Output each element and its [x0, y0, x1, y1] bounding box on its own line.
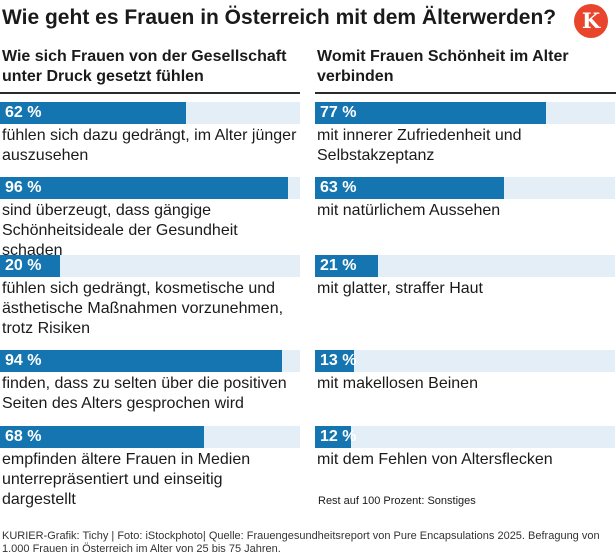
bar-fill [315, 177, 504, 199]
bar-fill [315, 255, 378, 277]
bar-category-label: fühlen sich dazu gedrängt, im Alter jüng… [2, 127, 297, 164]
bar-value-label: 21 % [320, 257, 357, 274]
bar-category-label: mit makellosen Beinen [317, 375, 478, 392]
chart-title: Wie geht es Frauen in Österreich mit dem… [2, 6, 557, 29]
bar-track: 94 % [0, 350, 300, 372]
bar-value-label: 94 % [5, 352, 42, 369]
bar-track: 63 % [315, 177, 615, 199]
bar-fill [0, 350, 282, 372]
bar-category-label: fühlen sich gedrängt, kosmetische und äs… [2, 280, 284, 337]
bar-track: 20 % [0, 255, 300, 277]
right-item: 13 % mit makellosen Beinen [315, 350, 615, 394]
source-credit: KURIER-Grafik: Tichy | Foto: iStockphoto… [2, 530, 600, 555]
right-item: 21 % mit glatter, straffer Haut [315, 255, 615, 299]
right-divider [315, 92, 616, 94]
bar-category-label: mit innerer Zufriedenheit und Selbstakze… [317, 127, 522, 164]
left-divider [0, 92, 300, 94]
bar-category-label: mit dem Fehlen von Altersflecken [317, 451, 553, 468]
left-column-heading: Wie sich Frauen von der Gesellschaft unt… [2, 48, 287, 85]
left-item: 96 % sind überzeugt, dass gängige Schönh… [0, 177, 300, 261]
bar-value-label: 62 % [5, 104, 42, 121]
left-item: 68 % empfinden ältere Frauen in Medien u… [0, 426, 300, 510]
right-item: 63 % mit natürlichem Aussehen [315, 177, 615, 221]
bar-category-label: finden, dass zu selten über die positive… [2, 375, 287, 412]
bar-track: 21 % [315, 255, 615, 277]
bar-value-label: 20 % [5, 257, 42, 274]
rest-note: Rest auf 100 Prozent: Sonstiges [318, 495, 476, 507]
bar-fill [0, 102, 186, 124]
left-item: 62 % fühlen sich dazu gedrängt, im Alter… [0, 102, 300, 166]
bar-category-label: sind überzeugt, dass gängige Schönheitsi… [2, 202, 238, 259]
left-item: 20 % fühlen sich gedrängt, kosmetische u… [0, 255, 300, 339]
bar-value-label: 68 % [5, 428, 42, 445]
bar-value-label: 63 % [320, 179, 357, 196]
bar-fill [0, 255, 60, 277]
bar-track: 12 % [315, 426, 615, 448]
bar-fill [315, 102, 546, 124]
bar-value-label: 77 % [320, 104, 357, 121]
left-item: 94 % finden, dass zu selten über die pos… [0, 350, 300, 414]
right-column-heading: Womit Frauen Schönheit im Alter verbinde… [317, 48, 569, 85]
kurier-logo: K [574, 4, 608, 38]
bar-track: 77 % [315, 102, 615, 124]
bar-fill [315, 426, 351, 448]
right-item: 77 % mit innerer Zufriedenheit und Selbs… [315, 102, 615, 166]
bar-track: 13 % [315, 350, 615, 372]
bar-track: 68 % [0, 426, 300, 448]
bar-value-label: 13 % [320, 352, 357, 369]
right-item: 12 % mit dem Fehlen von Altersflecken [315, 426, 615, 470]
bar-value-label: 96 % [5, 179, 42, 196]
bar-category-label: mit glatter, straffer Haut [317, 280, 483, 297]
bar-category-label: empfinden ältere Frauen in Medien unterr… [2, 451, 251, 508]
bar-category-label: mit natürlichem Aussehen [317, 202, 501, 219]
bar-fill [0, 177, 288, 199]
bar-track: 62 % [0, 102, 300, 124]
bar-fill [315, 350, 354, 372]
bar-fill [0, 426, 204, 448]
bar-value-label: 12 % [320, 428, 357, 445]
bar-track: 96 % [0, 177, 300, 199]
